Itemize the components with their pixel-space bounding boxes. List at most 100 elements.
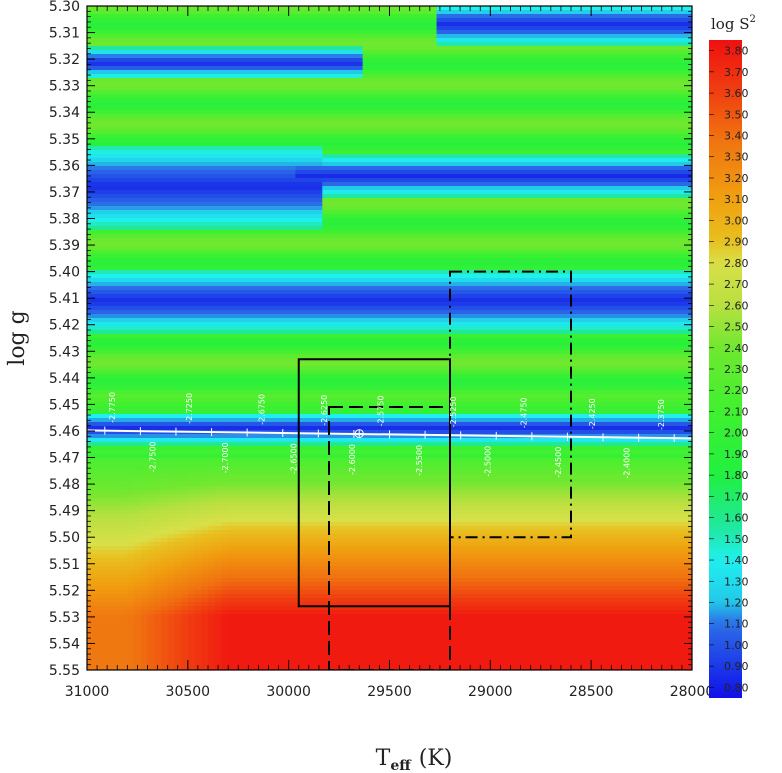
heatmap-cell bbox=[187, 538, 196, 543]
heatmap-cell bbox=[194, 538, 202, 543]
heatmap-cell bbox=[87, 246, 692, 251]
heatmap-cell bbox=[214, 586, 223, 591]
heatmap-cell bbox=[154, 522, 162, 527]
heatmap-cell bbox=[194, 646, 202, 651]
heatmap-cell bbox=[134, 542, 142, 547]
heatmap-cell bbox=[194, 530, 202, 535]
heatmap-cell bbox=[208, 550, 216, 555]
heatmap-cell bbox=[87, 38, 438, 43]
heatmap-cell bbox=[167, 478, 175, 483]
x-axis-title-unit: (K) bbox=[419, 746, 453, 771]
heatmap-cell bbox=[154, 574, 162, 579]
heatmap-cell bbox=[221, 634, 229, 639]
heatmap-cell bbox=[221, 510, 229, 515]
y-tick-label: 5.35 bbox=[49, 132, 80, 148]
heatmap-cell bbox=[127, 534, 135, 539]
heatmap-cell bbox=[194, 662, 202, 667]
heatmap-cell bbox=[147, 618, 155, 623]
heatmap-cell bbox=[140, 502, 149, 507]
heatmap-cell bbox=[87, 158, 323, 163]
heatmap-cell bbox=[140, 586, 149, 591]
heatmap-cell bbox=[322, 194, 692, 199]
heatmap-cell bbox=[87, 634, 128, 639]
y-tick-label: 5.53 bbox=[49, 610, 80, 626]
heatmap-cell bbox=[87, 58, 364, 63]
heatmap-cell bbox=[228, 646, 692, 651]
heatmap-cell bbox=[127, 514, 135, 519]
heatmap-cell bbox=[87, 530, 128, 535]
heatmap-cell bbox=[140, 494, 149, 499]
colorbar-tick-label: 2.40 bbox=[724, 342, 749, 355]
heatmap-cell bbox=[187, 658, 196, 663]
heatmap-cell bbox=[154, 518, 162, 523]
heatmap-cell bbox=[208, 494, 216, 499]
heatmap-cell bbox=[194, 626, 202, 631]
heatmap-cell bbox=[87, 326, 692, 331]
heatmap-cell bbox=[87, 70, 364, 75]
heatmap-cell bbox=[194, 622, 202, 627]
heatmap-cell bbox=[201, 478, 209, 483]
heatmap-cell bbox=[167, 574, 175, 579]
heatmap-cell bbox=[87, 442, 692, 447]
line-label-above: -2.7250 bbox=[185, 393, 194, 424]
heatmap-cell bbox=[87, 254, 692, 259]
heatmap-cell bbox=[208, 602, 216, 607]
line-label-above: -2.6750 bbox=[257, 394, 266, 425]
heatmap-cell bbox=[214, 602, 223, 607]
y-tick-label: 5.30 bbox=[49, 0, 80, 15]
heatmap-cell bbox=[181, 486, 189, 491]
heatmap-cell bbox=[134, 518, 142, 523]
line-label-below: -2.7500 bbox=[149, 441, 158, 472]
heatmap-cell bbox=[127, 486, 135, 491]
heatmap-cell bbox=[160, 646, 169, 651]
heatmap-cell bbox=[221, 654, 229, 659]
heatmap-cell bbox=[201, 526, 209, 531]
heatmap-cell bbox=[174, 526, 182, 531]
heatmap-cell bbox=[87, 498, 128, 503]
heatmap-cell bbox=[87, 390, 692, 395]
heatmap-cell bbox=[87, 394, 692, 399]
heatmap-cell bbox=[87, 590, 128, 595]
line-label-above: -2.6250 bbox=[320, 395, 329, 426]
heatmap-cell bbox=[87, 78, 692, 83]
heatmap-cell bbox=[174, 630, 182, 635]
heatmap-cell bbox=[214, 598, 223, 603]
heatmap-cell bbox=[194, 554, 202, 559]
heatmap-cell bbox=[87, 374, 692, 379]
heatmap-cell bbox=[87, 150, 323, 155]
heatmap-cell bbox=[181, 602, 189, 607]
heatmap-cell bbox=[181, 654, 189, 659]
heatmap-cell bbox=[134, 482, 142, 487]
heatmap-cell bbox=[140, 614, 149, 619]
heatmap-cell bbox=[174, 586, 182, 591]
heatmap-cell bbox=[194, 598, 202, 603]
heatmap-cell bbox=[87, 642, 128, 647]
heatmap-cell bbox=[181, 494, 189, 499]
heatmap-cell bbox=[127, 470, 142, 475]
heatmap-cell bbox=[201, 502, 209, 507]
heatmap-cell bbox=[181, 578, 189, 583]
heatmap-cell bbox=[127, 574, 135, 579]
heatmap-cell bbox=[167, 498, 175, 503]
heatmap-cell bbox=[87, 570, 128, 575]
heatmap-cell bbox=[87, 102, 692, 107]
heatmap-cell bbox=[87, 338, 692, 343]
heatmap-cell bbox=[208, 598, 216, 603]
colorbar-tick-label: 1.70 bbox=[724, 490, 749, 503]
heatmap-cell bbox=[174, 558, 182, 563]
heatmap-cell bbox=[208, 506, 216, 511]
heatmap-cell bbox=[228, 630, 692, 635]
heatmap-cell bbox=[87, 54, 364, 59]
heatmap-cell bbox=[201, 610, 209, 615]
heatmap-cell bbox=[160, 518, 169, 523]
heatmap-cell bbox=[208, 542, 216, 547]
heatmap-cell bbox=[140, 662, 149, 667]
heatmap-cell bbox=[160, 598, 169, 603]
heatmap-cell bbox=[194, 658, 202, 663]
heatmap-cell bbox=[160, 530, 169, 535]
heatmap-cell bbox=[228, 610, 692, 615]
heatmap-cell bbox=[134, 622, 142, 627]
heatmap-cell bbox=[194, 578, 202, 583]
y-axis-title: log g bbox=[5, 310, 30, 365]
heatmap-cell bbox=[87, 494, 128, 499]
